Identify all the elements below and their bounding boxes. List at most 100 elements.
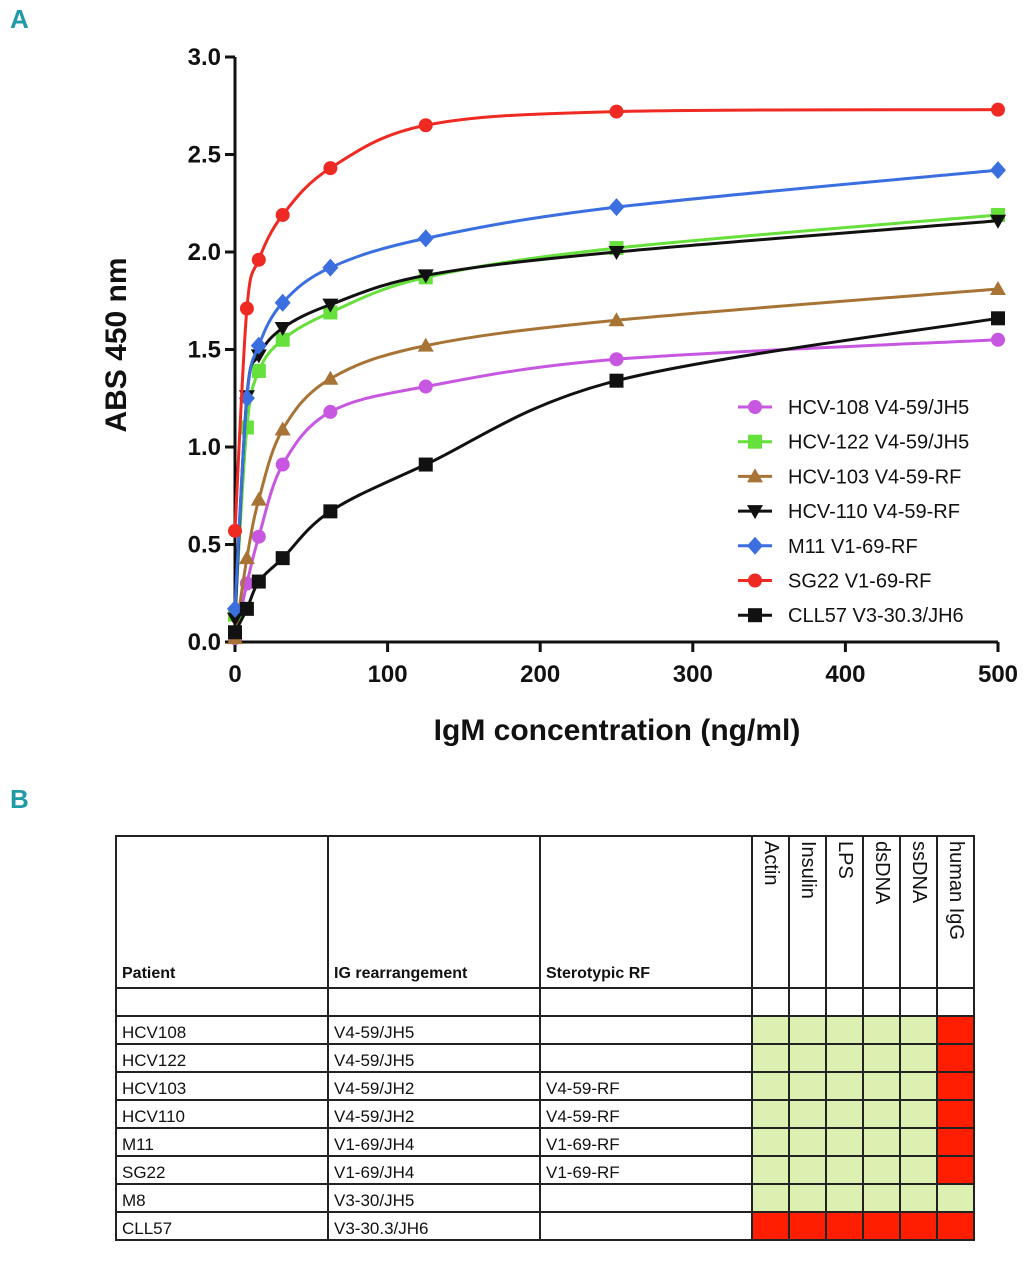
reactivity-cell bbox=[825, 1211, 864, 1241]
header-antigen: ssDNA bbox=[899, 835, 938, 989]
reactivity-cell bbox=[936, 1043, 975, 1073]
reactivity-cell bbox=[825, 1127, 864, 1157]
y-tick-label: 1.0 bbox=[188, 434, 221, 461]
patient-cell: SG22 bbox=[115, 1155, 329, 1185]
reactivity-cell bbox=[899, 1155, 938, 1185]
data-point bbox=[251, 574, 266, 589]
table-row: HCV108 V4-59/JH5 bbox=[115, 1015, 975, 1045]
reactivity-cell bbox=[862, 1071, 901, 1101]
stereotypic-rf-cell bbox=[539, 1183, 753, 1213]
reactivity-cell bbox=[936, 1211, 975, 1241]
stereotypic-rf-cell: V1-69-RF bbox=[539, 1155, 753, 1185]
y-axis-title: ABS 450 nm bbox=[100, 257, 133, 432]
table-row: HCV122 V4-59/JH5 bbox=[115, 1043, 975, 1073]
reactivity-cell bbox=[825, 1043, 864, 1073]
stereotypic-rf-cell: V1-69-RF bbox=[539, 1127, 753, 1157]
data-point bbox=[322, 258, 339, 277]
data-point bbox=[323, 161, 338, 176]
reactivity-cell bbox=[936, 1127, 975, 1157]
table-body: HCV108 V4-59/JH5 HCV122 V4-59/JH5 HCV103 V4-5… bbox=[115, 987, 975, 1241]
data-point bbox=[609, 104, 624, 119]
empty-cell bbox=[788, 987, 827, 1017]
reactivity-cell bbox=[751, 1071, 790, 1101]
data-point bbox=[418, 118, 433, 133]
ig-rearrangement-cell: V4-59/JH2 bbox=[327, 1071, 541, 1101]
patient-cell: CLL57 bbox=[115, 1211, 329, 1241]
series-line bbox=[233, 338, 999, 639]
reactivity-cell bbox=[862, 1127, 901, 1157]
stereotypic-rf-cell: V4-59-RF bbox=[539, 1071, 753, 1101]
ig-rearrangement-cell: V3-30.3/JH6 bbox=[327, 1211, 541, 1241]
series-group bbox=[228, 311, 1005, 640]
y-tick-label: 2.0 bbox=[188, 239, 221, 266]
reactivity-cell bbox=[936, 1155, 975, 1185]
stereotypic-rf-cell bbox=[539, 1211, 753, 1241]
data-point bbox=[275, 457, 290, 472]
reactivity-cell bbox=[862, 1043, 901, 1073]
antigen-label: human IgG bbox=[945, 841, 967, 940]
data-point bbox=[609, 352, 624, 367]
table-row: HCV110 V4-59/JH2 V4-59-RF bbox=[115, 1099, 975, 1129]
data-point bbox=[748, 573, 762, 588]
reactivity-cell bbox=[751, 1043, 790, 1073]
antigen-label: Actin bbox=[760, 841, 782, 886]
reactivity-cell bbox=[899, 1099, 938, 1129]
header-patient: Patient bbox=[115, 835, 329, 989]
reactivity-cell bbox=[862, 1183, 901, 1213]
table-spacer-row bbox=[115, 987, 975, 1017]
data-point bbox=[275, 332, 290, 347]
reactivity-cell bbox=[936, 1015, 975, 1045]
chart-legend: HCV-108 V4-59/JH5 HCV-122 V4-59/JH5 HCV-10… bbox=[738, 397, 969, 627]
reactivity-cell bbox=[788, 1043, 827, 1073]
reactivity-cell bbox=[936, 1183, 975, 1213]
data-point bbox=[991, 311, 1005, 326]
legend-label: SG22 V1-69-RF bbox=[788, 571, 931, 593]
reactivity-cell bbox=[899, 1071, 938, 1101]
data-point bbox=[608, 198, 625, 217]
reactivity-cell bbox=[751, 1015, 790, 1045]
antigen-label: Insulin bbox=[797, 841, 819, 899]
legend-label: CLL57 V3-30.3/JH6 bbox=[788, 605, 964, 627]
data-point bbox=[239, 301, 254, 316]
data-point bbox=[609, 373, 624, 388]
antigen-label: ssDNA bbox=[908, 841, 930, 904]
x-tick-label: 200 bbox=[520, 661, 560, 688]
ig-rearrangement-cell: V3-30/JH5 bbox=[327, 1183, 541, 1213]
x-tick-label: 0 bbox=[228, 661, 241, 688]
y-tick-label: 3.0 bbox=[188, 44, 221, 71]
reactivity-cell bbox=[788, 1099, 827, 1129]
reactivity-cell bbox=[825, 1015, 864, 1045]
data-point bbox=[417, 269, 434, 284]
x-tick-label: 300 bbox=[673, 661, 713, 688]
y-tick-label: 1.5 bbox=[188, 337, 221, 364]
stereotypic-rf-cell: V4-59-RF bbox=[539, 1099, 753, 1129]
series-group bbox=[228, 102, 1005, 538]
data-point bbox=[228, 523, 242, 538]
data-point bbox=[991, 102, 1005, 117]
reactivity-cell bbox=[751, 1127, 790, 1157]
patient-cell: HCV110 bbox=[115, 1099, 329, 1129]
empty-cell bbox=[899, 987, 938, 1017]
legend-label: HCV-108 V4-59/JH5 bbox=[788, 397, 969, 419]
x-tick-label: 500 bbox=[978, 661, 1018, 688]
patient-cell: HCV108 bbox=[115, 1015, 329, 1045]
legend-label: HCV-103 V4-59-RF bbox=[788, 466, 961, 488]
y-tick-label: 0.5 bbox=[188, 532, 221, 559]
data-point bbox=[323, 404, 338, 419]
stereotypic-rf-cell bbox=[539, 1043, 753, 1073]
data-point bbox=[747, 468, 763, 483]
header-antigen: dsDNA bbox=[862, 835, 901, 989]
header-antigen: human IgG bbox=[936, 835, 975, 989]
reactivity-cell bbox=[788, 1127, 827, 1157]
data-point bbox=[274, 421, 291, 436]
empty-cell bbox=[936, 987, 975, 1017]
specificity-table: Patient IG rearrangement Sterotypic RF A… bbox=[115, 835, 975, 1241]
legend-label: HCV-122 V4-59/JH5 bbox=[788, 432, 969, 454]
reactivity-cell bbox=[862, 1211, 901, 1241]
data-point bbox=[748, 400, 762, 414]
series-line bbox=[233, 219, 999, 619]
reactivity-cell bbox=[788, 1155, 827, 1185]
reactivity-cell bbox=[899, 1211, 938, 1241]
data-point bbox=[274, 322, 291, 337]
reactivity-cell bbox=[899, 1127, 938, 1157]
